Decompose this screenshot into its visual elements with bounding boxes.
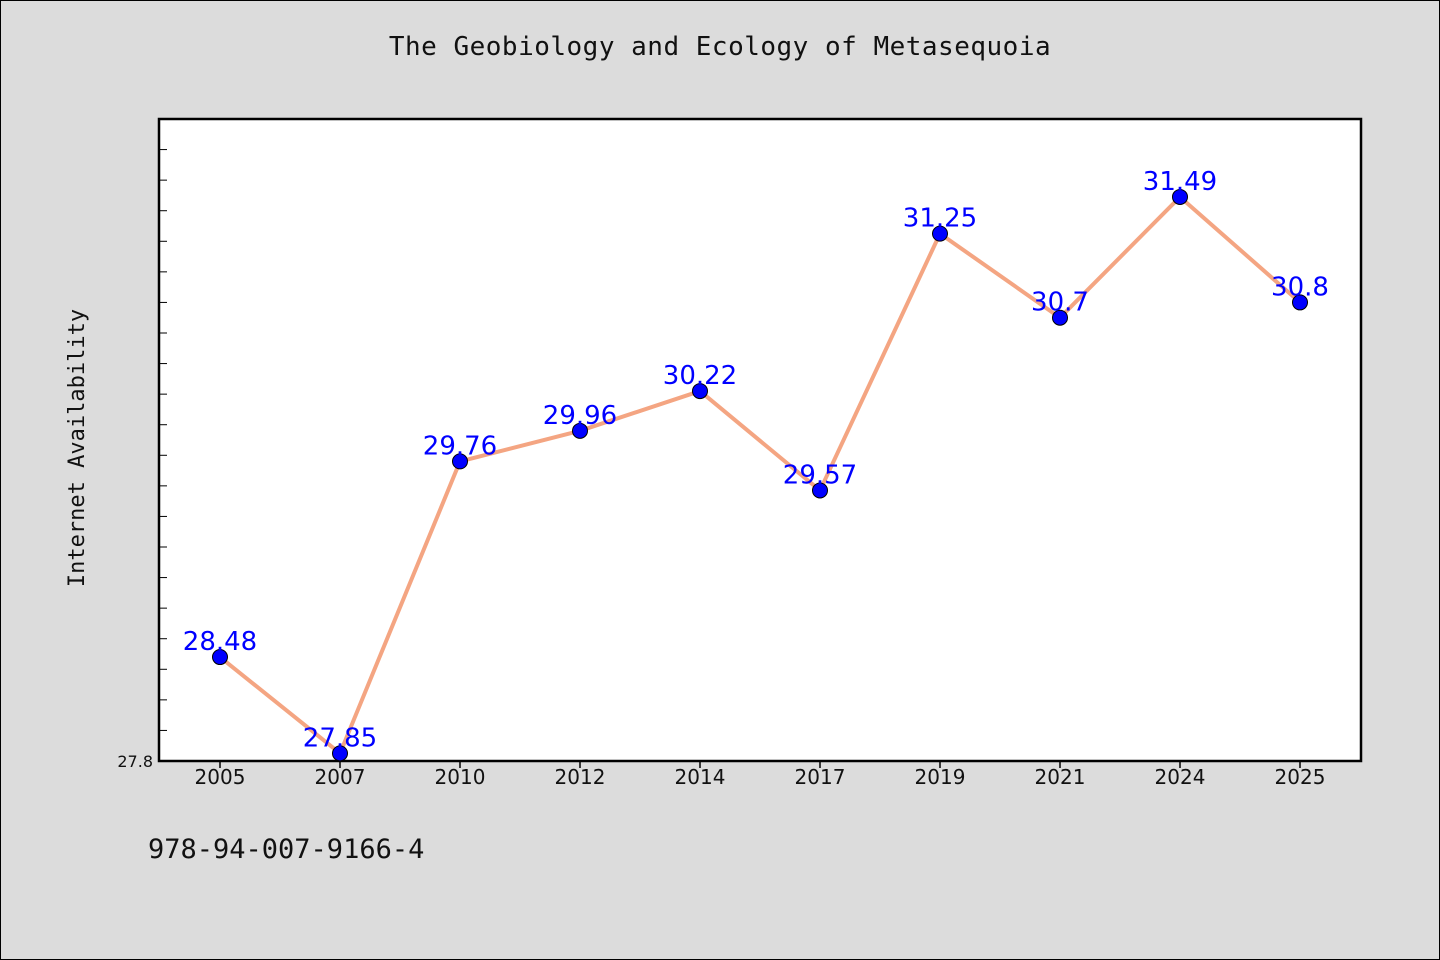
data-point <box>452 453 468 470</box>
y-axis-ticks: 27.8 <box>117 118 167 771</box>
y-tick-label: 27.8 <box>117 752 153 771</box>
chart-title: The Geobiology and Ecology of Metasequoi… <box>388 32 1052 62</box>
data-label: 30.22 <box>663 361 737 391</box>
x-tick-label: 2005 <box>195 765 246 789</box>
data-point <box>1052 309 1068 326</box>
series-line <box>218 194 1302 756</box>
data-point <box>1172 188 1188 205</box>
data-label: 29.57 <box>783 460 857 490</box>
x-tick-label: 2012 <box>555 765 606 789</box>
data-point <box>692 383 708 400</box>
x-tick-label: 2024 <box>1155 765 1206 789</box>
data-point <box>812 482 828 499</box>
y-axis-label: Internet Availability <box>65 309 90 587</box>
data-labels: 28.48 27.85 29.76 29.96 30.22 29.57 31.25 30.7 3… <box>183 167 1329 753</box>
x-tick-label: 2019 <box>915 765 966 789</box>
data-point <box>572 422 588 439</box>
isbn-footer: 978-94-007-9166-4 <box>148 834 425 865</box>
data-label: 29.76 <box>423 431 497 461</box>
data-label: 28.48 <box>183 627 257 657</box>
x-tick-label: 2010 <box>435 765 486 789</box>
x-axis-ticks: 2005 2007 2010 2012 2014 2017 2019 2021 2024 2025 <box>195 761 1326 789</box>
x-tick-label: 2021 <box>1035 765 1086 789</box>
x-tick-label: 2017 <box>795 765 846 789</box>
x-tick-label: 2025 <box>1275 765 1326 789</box>
x-tick-label: 2007 <box>315 765 366 789</box>
data-point <box>1292 294 1308 311</box>
data-point <box>332 745 348 762</box>
x-tick-label: 2014 <box>675 765 726 789</box>
data-label: 31.25 <box>903 204 977 234</box>
data-label: 29.96 <box>543 401 617 431</box>
data-point <box>932 225 948 242</box>
data-points <box>212 188 1308 762</box>
data-label: 30.7 <box>1031 288 1089 318</box>
data-label: 30.8 <box>1271 272 1329 302</box>
data-label: 27.85 <box>303 723 377 753</box>
data-point <box>212 649 228 666</box>
data-label: 31.49 <box>1143 167 1217 197</box>
